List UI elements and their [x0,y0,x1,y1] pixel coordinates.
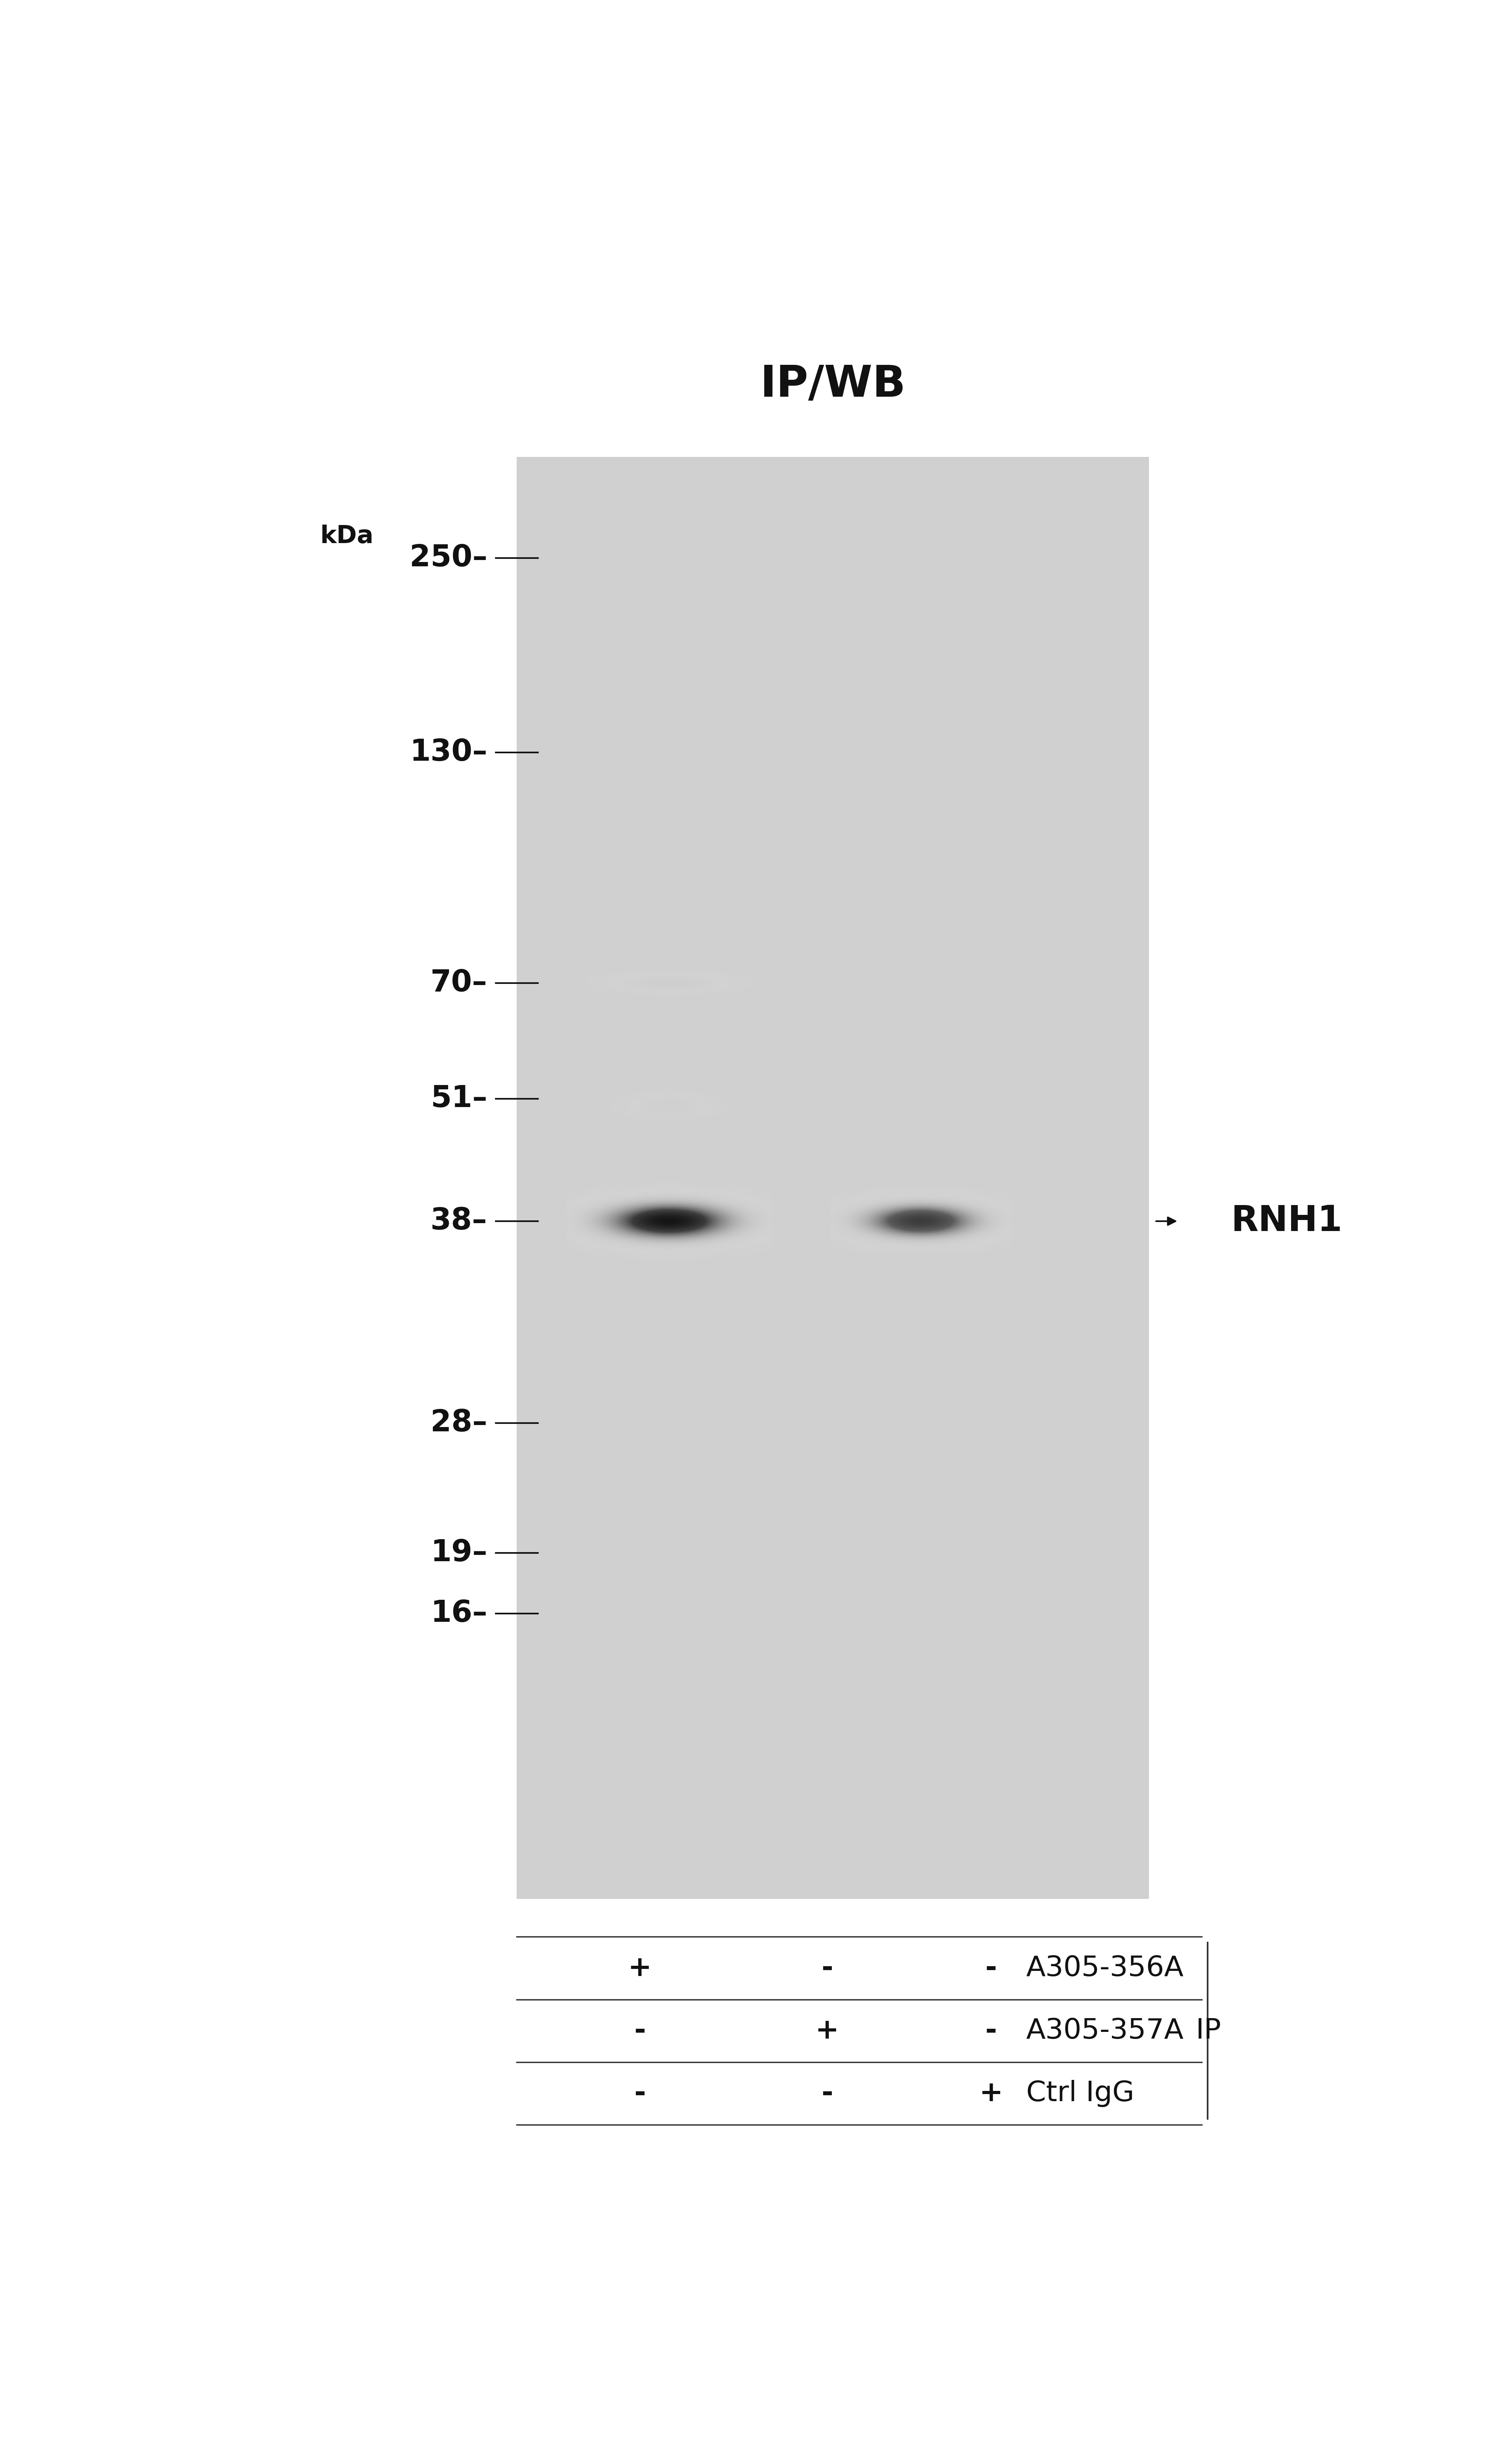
Text: 16–: 16– [431,1599,488,1629]
Text: -: - [985,1954,997,1981]
Text: -: - [633,2080,645,2107]
Text: RNH1: RNH1 [1231,1205,1342,1239]
FancyBboxPatch shape [517,456,1148,1900]
Text: +: + [814,2018,839,2045]
Text: -: - [820,2080,833,2107]
Text: 70–: 70– [431,968,488,998]
Text: -: - [633,2018,645,2045]
Text: -: - [820,1954,833,1981]
Text: +: + [979,2080,1003,2107]
Text: A305-357A: A305-357A [1026,2018,1183,2045]
Text: 28–: 28– [431,1409,488,1437]
Text: -: - [985,2018,997,2045]
Text: 19–: 19– [431,1538,488,1567]
Text: 38–: 38– [431,1207,488,1237]
Text: 250–: 250– [409,545,488,572]
Text: 51–: 51– [431,1084,488,1114]
Text: +: + [627,1954,651,1981]
Text: A305-356A: A305-356A [1026,1954,1183,1981]
Text: 130–: 130– [409,739,488,766]
Text: IP/WB: IP/WB [760,365,907,407]
Text: Ctrl IgG: Ctrl IgG [1026,2080,1135,2107]
Text: IP: IP [1197,2018,1221,2045]
Text: kDa: kDa [320,525,373,549]
